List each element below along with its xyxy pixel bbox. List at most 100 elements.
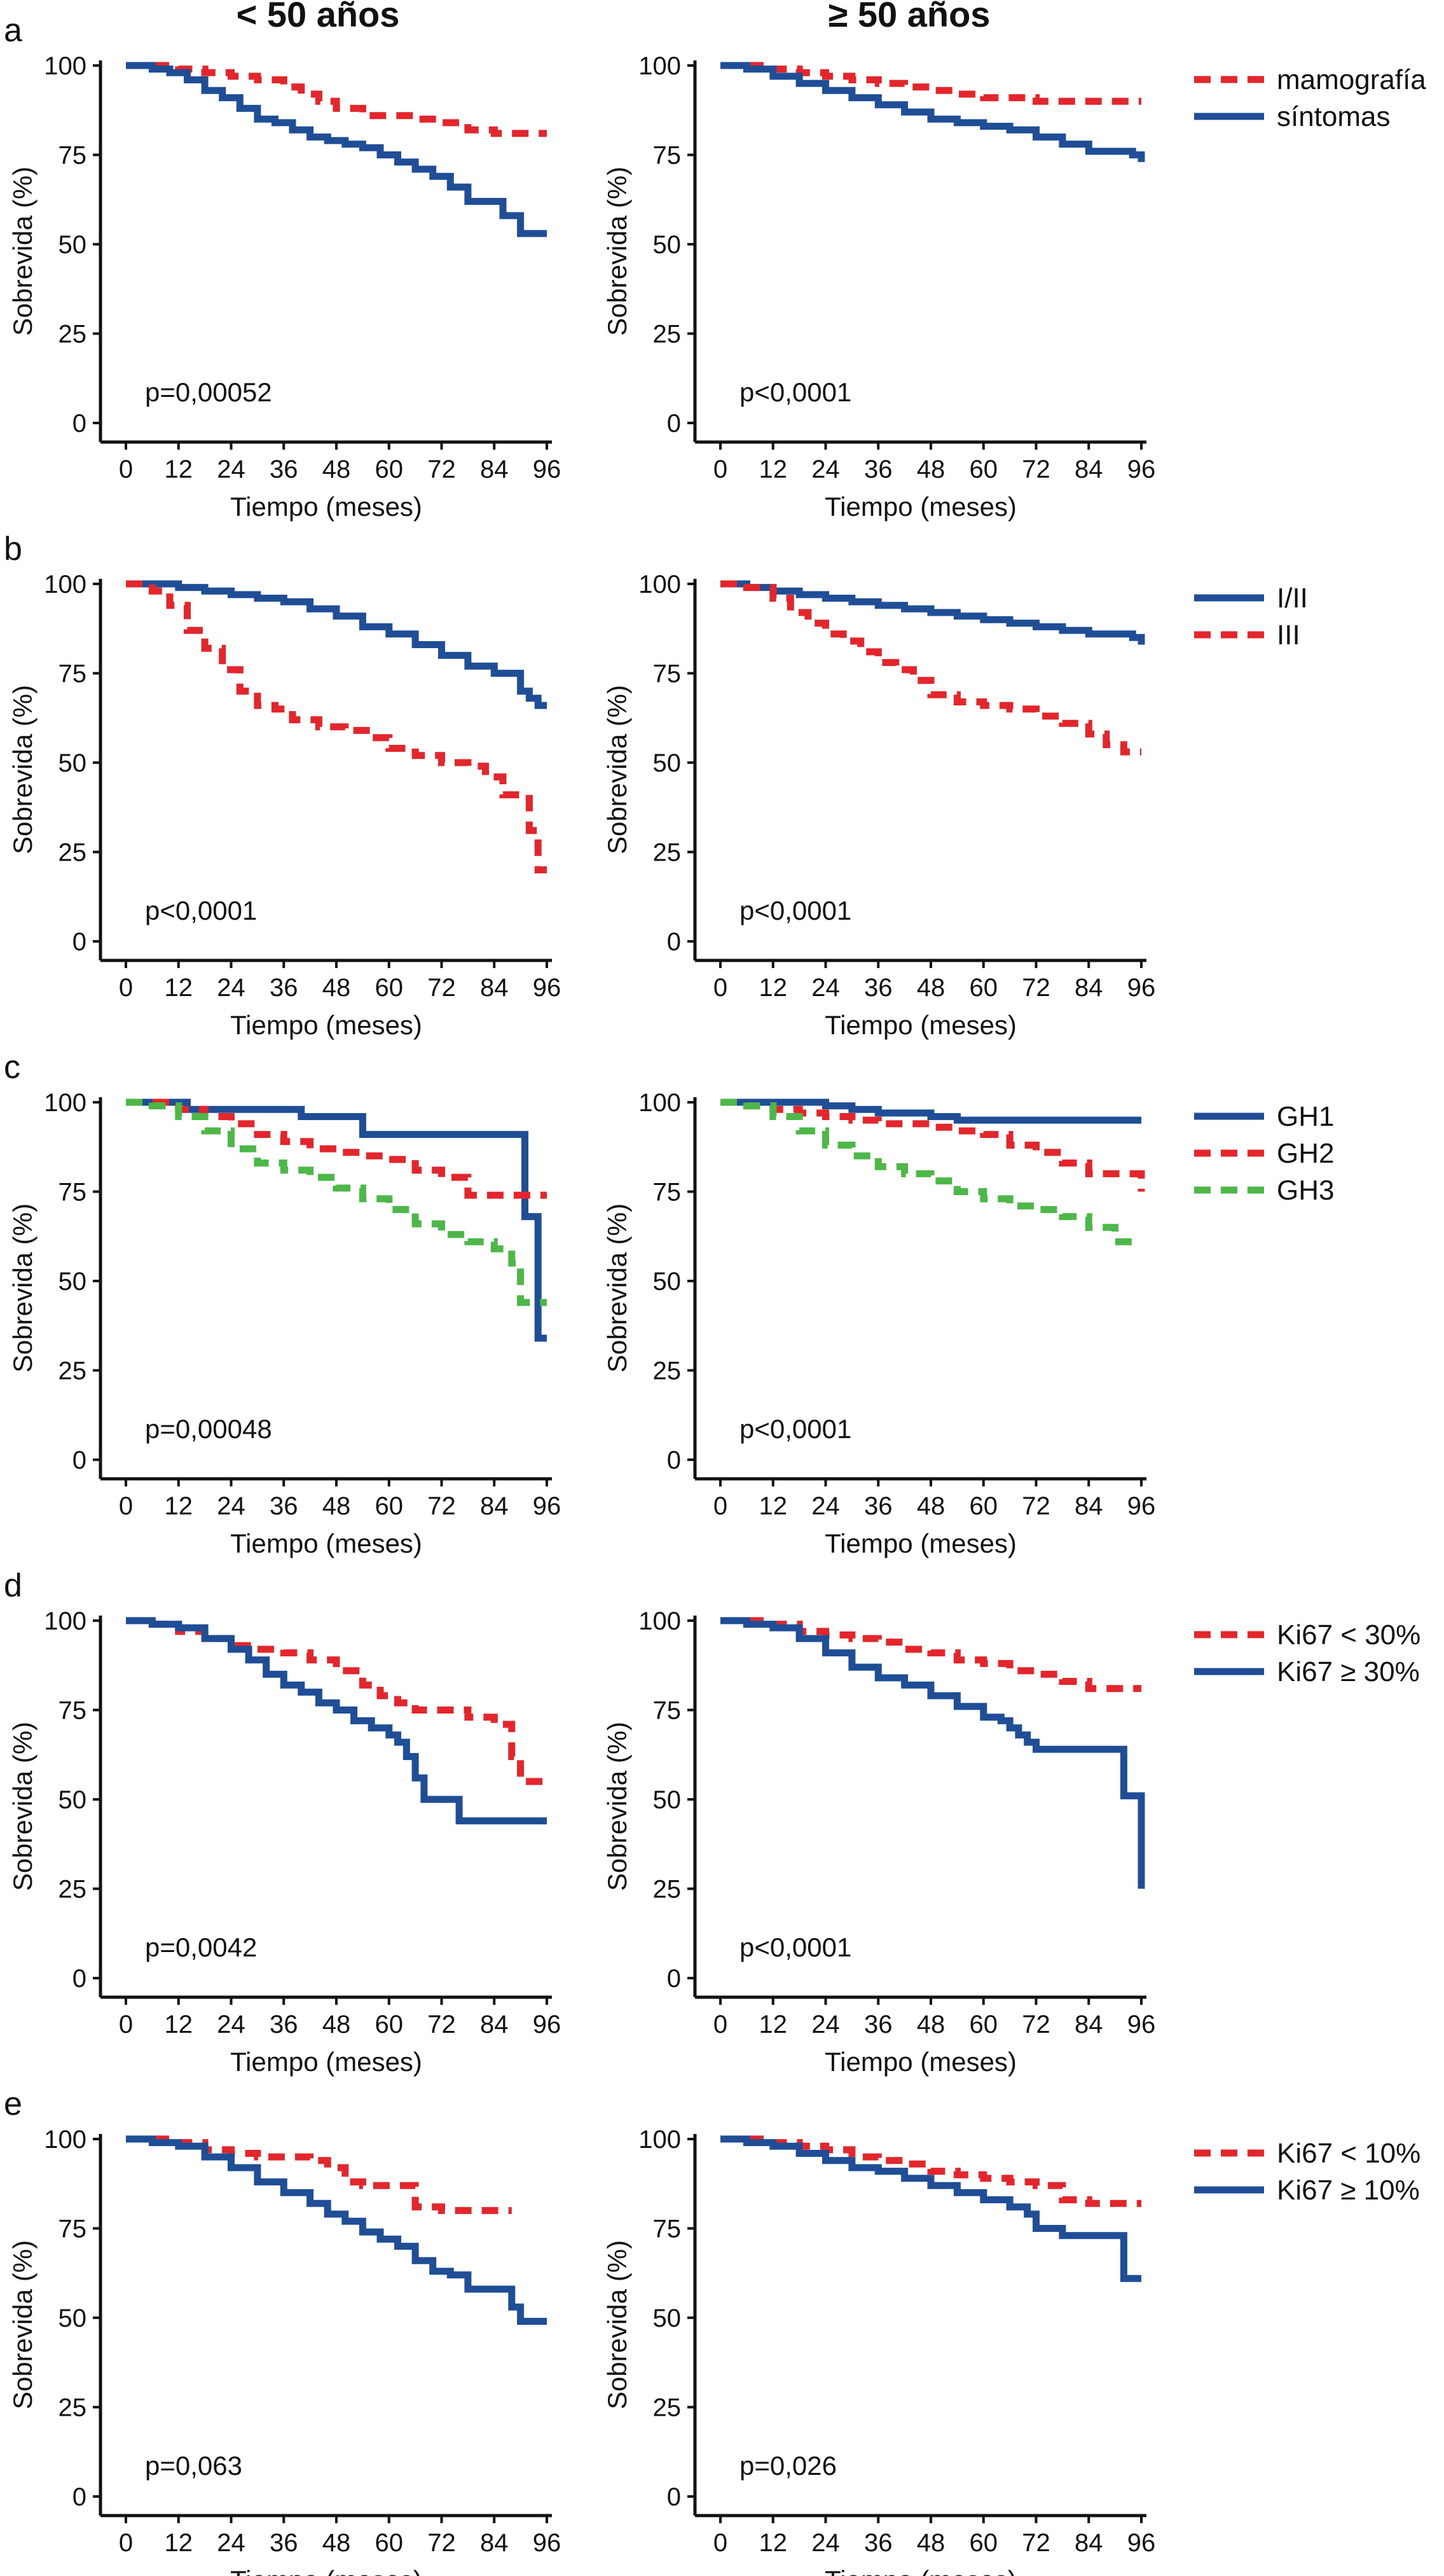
x-tick-label: 96 — [1127, 455, 1156, 483]
x-tick-label: 96 — [533, 2011, 561, 2039]
x-tick-label: 84 — [1075, 974, 1103, 1002]
x-axis-label: Tiempo (meses) — [825, 492, 1017, 522]
legend-label: Ki67 < 10% — [1277, 2138, 1420, 2169]
x-tick-label: 0 — [713, 455, 727, 483]
x-tick-label: 12 — [165, 455, 193, 483]
series-line — [720, 1098, 1145, 1192]
series-line — [720, 2135, 1141, 2282]
x-tick-label: 48 — [917, 2011, 945, 2039]
y-tick-label: 75 — [58, 2215, 87, 2243]
x-tick-label: 12 — [165, 2011, 193, 2039]
series-line — [720, 1098, 1141, 1124]
chart-d-over50: 0 25 50 75 100 0 12 24 36 48 60 72 84 96 Tiempo (meses… — [602, 1607, 1155, 2077]
y-tick-label: 75 — [58, 1179, 87, 1207]
x-tick-label: 12 — [759, 2529, 788, 2557]
x-tick-label: 72 — [1022, 2529, 1050, 2557]
legend-label: mamografía — [1277, 64, 1426, 95]
x-tick-label: 60 — [970, 455, 998, 483]
x-tick-label: 24 — [811, 974, 840, 1002]
y-tick-label: 25 — [653, 2394, 682, 2422]
y-tick-label: 0 — [72, 2483, 86, 2511]
y-tick-label: 50 — [653, 1268, 682, 1296]
x-axis-label: Tiempo (meses) — [230, 1010, 422, 1040]
x-tick-label: 24 — [217, 455, 245, 483]
y-tick-label: 50 — [58, 749, 87, 777]
panel-letter-d: d — [4, 1567, 22, 1604]
x-tick-label: 12 — [165, 974, 193, 1002]
y-tick-label: 0 — [72, 1965, 86, 1993]
y-tick-label: 25 — [653, 321, 682, 349]
x-tick-label: 60 — [375, 974, 404, 1002]
legend-label: Ki67 < 30% — [1277, 1619, 1420, 1651]
x-axis-label: Tiempo (meses) — [825, 2047, 1017, 2077]
y-tick-label: 75 — [653, 1179, 682, 1207]
panel-letter-b: b — [4, 530, 22, 567]
y-tick-label: 25 — [58, 1357, 87, 1385]
x-axis-label: Tiempo (meses) — [825, 2565, 1017, 2576]
y-tick-label: 75 — [653, 142, 682, 170]
x-tick-label: 0 — [119, 974, 133, 1002]
x-tick-label: 84 — [480, 2529, 509, 2557]
x-axis-label: Tiempo (meses) — [230, 2565, 422, 2576]
y-tick-label: 50 — [58, 1268, 87, 1296]
x-tick-label: 84 — [1075, 455, 1103, 483]
y-tick-label: 0 — [667, 928, 681, 956]
y-tick-label: 100 — [638, 52, 681, 80]
p-value-annotation: p=0,026 — [739, 2451, 837, 2481]
series-line — [126, 580, 547, 874]
y-tick-label: 50 — [653, 2304, 682, 2332]
column-title-under-50: < 50 años — [237, 0, 400, 34]
y-axis-label: Sobrevida (%) — [8, 685, 38, 854]
y-tick-label: 0 — [72, 928, 86, 956]
x-tick-label: 36 — [270, 455, 298, 483]
x-tick-label: 84 — [480, 2011, 509, 2039]
x-tick-label: 60 — [970, 2529, 998, 2557]
y-axis-label: Sobrevida (%) — [602, 167, 632, 336]
chart-a-over50: 0 25 50 75 100 0 12 24 36 48 60 72 84 96 Tiempo (meses… — [602, 52, 1155, 522]
x-tick-label: 0 — [119, 455, 133, 483]
y-tick-label: 75 — [653, 2215, 682, 2243]
y-axis-label: Sobrevida (%) — [8, 1203, 38, 1373]
x-tick-label: 0 — [713, 1492, 727, 1520]
x-axis-label: Tiempo (meses) — [230, 2047, 422, 2077]
x-tick-label: 12 — [759, 1492, 788, 1520]
legend-row-e: Ki67 < 10% Ki67 ≥ 10% — [1194, 2138, 1420, 2206]
x-tick-label: 48 — [917, 974, 945, 1002]
x-tick-label: 36 — [864, 974, 893, 1002]
y-tick-label: 75 — [653, 660, 682, 688]
x-axis-label: Tiempo (meses) — [230, 492, 422, 522]
x-tick-label: 84 — [1075, 2011, 1103, 2039]
legend-label: Ki67 ≥ 30% — [1277, 1656, 1420, 1687]
x-tick-label: 96 — [1127, 974, 1156, 1002]
series-line — [126, 1098, 547, 1306]
legends-layer: mamografía síntomas I/II III GH1 GH2 GH3 Ki67 <… — [1194, 64, 1426, 2206]
y-tick-label: 100 — [44, 52, 86, 80]
y-tick-label: 25 — [653, 839, 682, 867]
legend-row-d: Ki67 < 30% Ki67 ≥ 30% — [1194, 1619, 1420, 1687]
chart-b-under50: 0 25 50 75 100 0 12 24 36 48 60 72 84 96 Tiempo (meses… — [8, 571, 561, 1040]
x-tick-label: 72 — [1022, 2011, 1050, 2039]
x-tick-label: 24 — [217, 2529, 245, 2557]
p-value-annotation: p<0,0001 — [739, 1414, 851, 1444]
y-tick-label: 0 — [667, 410, 681, 438]
x-tick-label: 12 — [759, 974, 788, 1002]
x-tick-label: 72 — [427, 2529, 456, 2557]
x-axis-label: Tiempo (meses) — [825, 1010, 1017, 1040]
y-tick-label: 75 — [58, 1697, 87, 1725]
x-tick-label: 84 — [1075, 1492, 1103, 1520]
x-tick-label: 24 — [811, 2529, 840, 2557]
legend-row-a: mamografía síntomas — [1194, 64, 1426, 132]
x-tick-label: 72 — [427, 1492, 456, 1520]
chart-d-under50: 0 25 50 75 100 0 12 24 36 48 60 72 84 96 Tiempo (meses… — [8, 1607, 561, 2077]
x-tick-label: 60 — [375, 1492, 404, 1520]
x-tick-label: 48 — [322, 455, 351, 483]
x-tick-label: 24 — [217, 1492, 245, 1520]
y-tick-label: 25 — [58, 839, 87, 867]
x-tick-label: 48 — [322, 1492, 351, 1520]
y-tick-label: 25 — [58, 321, 87, 349]
x-tick-label: 60 — [970, 1492, 998, 1520]
series-line — [126, 62, 547, 137]
y-tick-label: 75 — [58, 142, 87, 170]
chart-e-over50: 0 25 50 75 100 0 12 24 36 48 60 72 84 96 Tiempo (meses… — [602, 2126, 1155, 2576]
